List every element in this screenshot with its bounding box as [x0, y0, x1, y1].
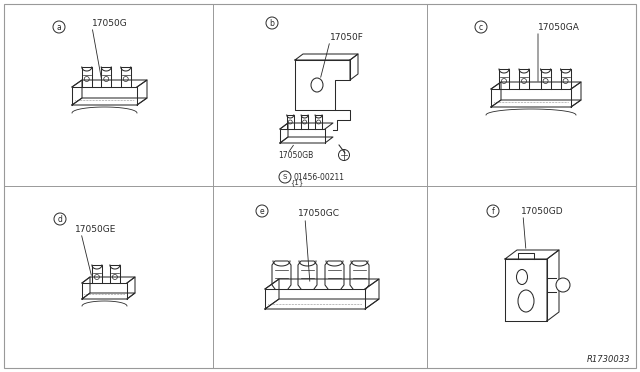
Text: 17050GC: 17050GC [298, 209, 340, 218]
Text: 17050GE: 17050GE [75, 224, 116, 234]
Text: {1}: {1} [290, 180, 303, 186]
Circle shape [84, 77, 89, 81]
Circle shape [475, 21, 487, 33]
Ellipse shape [516, 269, 527, 285]
Circle shape [556, 278, 570, 292]
Circle shape [279, 171, 291, 183]
Text: 17050GA: 17050GA [538, 22, 580, 32]
Circle shape [288, 120, 292, 124]
Text: f: f [492, 206, 494, 215]
Text: c: c [479, 22, 483, 32]
Text: 17050GD: 17050GD [521, 206, 564, 215]
Text: 01456-00211: 01456-00211 [294, 173, 345, 182]
Text: a: a [56, 22, 61, 32]
Ellipse shape [311, 78, 323, 92]
Circle shape [303, 120, 307, 124]
Circle shape [95, 275, 99, 279]
Circle shape [113, 275, 117, 279]
Circle shape [317, 120, 321, 124]
Circle shape [339, 150, 349, 160]
Circle shape [104, 77, 109, 81]
Text: e: e [260, 206, 264, 215]
Circle shape [563, 78, 568, 83]
Circle shape [266, 17, 278, 29]
Text: 17050GB: 17050GB [278, 151, 313, 160]
Ellipse shape [518, 290, 534, 312]
Text: S: S [283, 174, 287, 180]
Text: b: b [269, 19, 275, 28]
Circle shape [487, 205, 499, 217]
Circle shape [124, 77, 128, 81]
Circle shape [54, 213, 66, 225]
Text: d: d [58, 215, 63, 224]
Circle shape [53, 21, 65, 33]
Circle shape [543, 78, 548, 83]
Text: 17050G: 17050G [92, 19, 128, 28]
Text: 17050F: 17050F [330, 32, 364, 42]
Circle shape [502, 78, 506, 83]
Circle shape [522, 78, 527, 83]
Circle shape [256, 205, 268, 217]
Text: R1730033: R1730033 [586, 355, 630, 364]
